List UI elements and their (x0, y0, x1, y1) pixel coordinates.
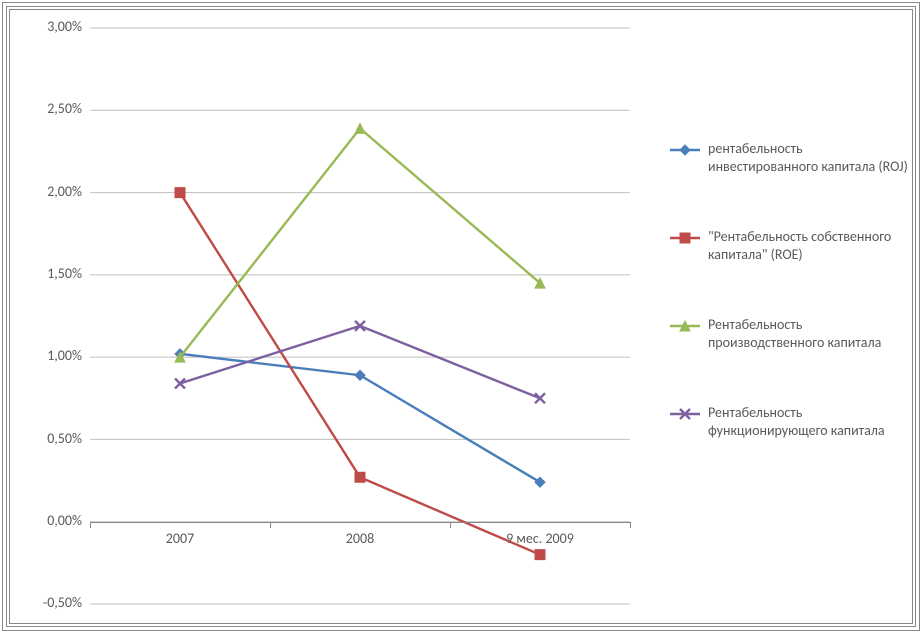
x-tick-label: 9 мес. 2009 (450, 530, 630, 547)
outer-frame: -0,50% 0,00% 0,50% 1,00% 1,50% 2,00% 2,50% 3,00… (2, 2, 920, 631)
x-tick-mark (90, 522, 91, 528)
y-tick-label: 0,00% (22, 512, 82, 529)
legend-label: Рентабельность производственного капитал… (708, 316, 908, 351)
chart-frame: -0,50% 0,00% 0,50% 1,00% 1,50% 2,00% 2,50% 3,00… (9, 9, 913, 624)
y-tick-label: 1,00% (22, 347, 82, 364)
legend-entry: "Рентабельность собственного капитала" (… (670, 228, 908, 263)
x-tick-mark (450, 522, 451, 528)
legend-entry: Рентабельность функционирующего капитала (670, 404, 908, 439)
series-layer (90, 28, 630, 604)
y-tick-label: 1,50% (22, 265, 82, 282)
x-tick-label: 2007 (90, 530, 270, 547)
series-marker (355, 123, 365, 133)
legend-swatch (670, 142, 700, 158)
inner-frame: -0,50% 0,00% 0,50% 1,00% 1,50% 2,00% 2,50% 3,00… (6, 6, 916, 627)
x-axis-line (90, 522, 630, 523)
series-marker (535, 393, 545, 403)
series-marker (175, 188, 185, 198)
series-line (180, 128, 540, 357)
legend-label: Рентабельность функционирующего капитала (708, 404, 908, 439)
y-tick-label: 3,00% (22, 18, 82, 35)
legend-entry: Рентабельность производственного капитал… (670, 316, 908, 351)
legend-entry: рентабельность инвестированного капитала… (670, 140, 908, 175)
legend-label: рентабельность инвестированного капитала… (708, 140, 908, 175)
legend-swatch (670, 318, 700, 334)
y-tick-label: 2,50% (22, 100, 82, 117)
series-line (180, 326, 540, 398)
series-marker (535, 477, 545, 487)
series-marker (355, 472, 365, 482)
y-tick-label: -0,50% (22, 594, 82, 611)
plot-area (90, 28, 630, 604)
y-tick-label: 0,50% (22, 430, 82, 447)
x-tick-mark (270, 522, 271, 528)
x-tick-mark (630, 522, 631, 528)
y-tick-label: 2,00% (22, 183, 82, 200)
series-marker (535, 550, 545, 560)
x-tick-label: 2008 (270, 530, 450, 547)
series-marker (355, 370, 365, 380)
legend-swatch (670, 406, 700, 422)
legend-label: "Рентабельность собственного капитала" (… (708, 228, 908, 263)
legend-swatch (670, 230, 700, 246)
